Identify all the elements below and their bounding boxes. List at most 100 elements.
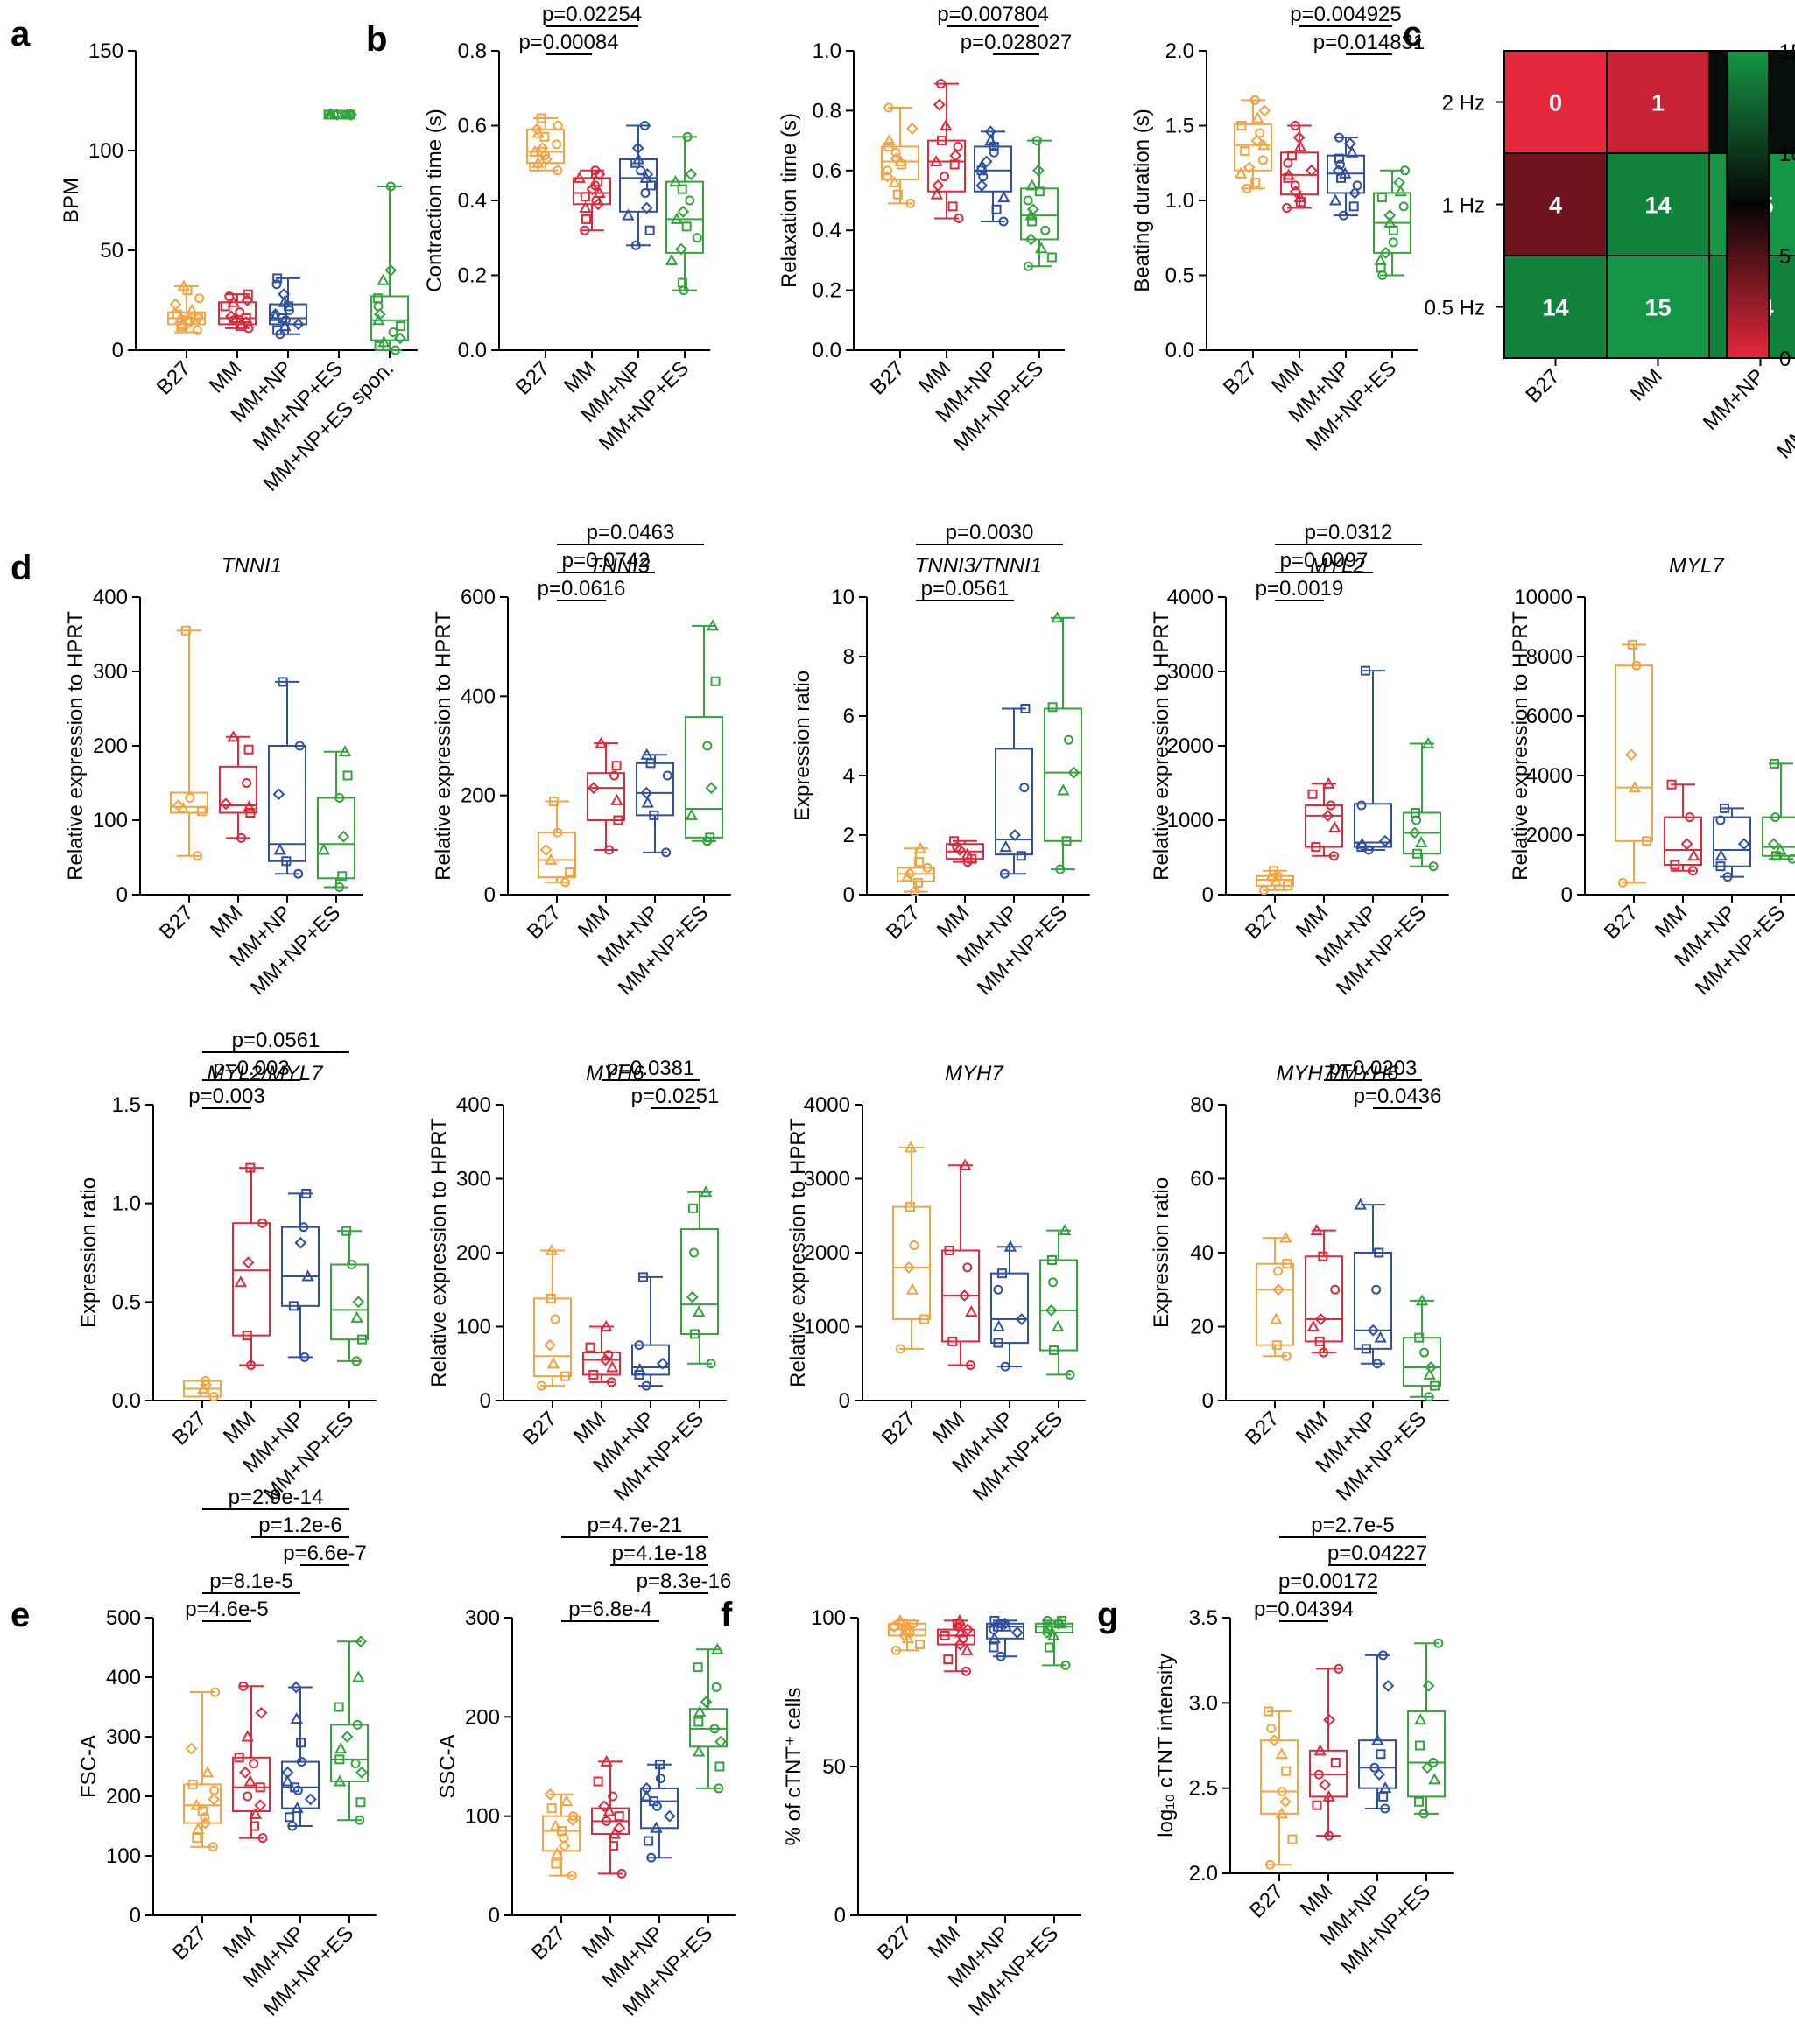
y-tick-label: 8000 (1526, 645, 1573, 669)
data-point (1330, 1284, 1341, 1295)
y-axis-label: Relative expression to HPRT (1150, 611, 1173, 881)
x-tick-label: B27 (152, 356, 195, 399)
data-point (978, 172, 989, 182)
data-point (962, 1262, 973, 1273)
data-point (1414, 1796, 1425, 1807)
data-point (670, 212, 684, 224)
data-point (1670, 860, 1680, 870)
y-axis-label: BPM (60, 178, 83, 223)
data-point (688, 1203, 699, 1213)
data-point (630, 240, 641, 250)
data-point (616, 1868, 627, 1879)
data-point (952, 842, 962, 853)
data-point (269, 308, 282, 320)
data-point (910, 887, 920, 897)
box (631, 1344, 670, 1376)
p-value-label: p=0.028027 (961, 31, 1072, 54)
data-point (199, 1816, 212, 1830)
data-point (227, 730, 240, 742)
data-point (255, 1782, 265, 1793)
y-tick-label: 200 (465, 1705, 500, 1729)
p-value-label: p=2.9e-14 (229, 1486, 324, 1509)
data-point (325, 108, 338, 120)
data-point (883, 165, 893, 176)
y-tick-label: 150 (88, 39, 123, 63)
data-point (384, 263, 398, 277)
x-tick-label: MM (1625, 364, 1666, 405)
data-point (1415, 835, 1428, 847)
y-tick-label: 0.6 (813, 159, 841, 183)
data-point (1047, 1254, 1058, 1265)
chart-b_relaxation: 0.0 0.2 0.4 0.6 0.8 1.0 Relaxation time (s) B27… (778, 3, 1072, 456)
chart-title: TNNI3/TNNI1 (915, 554, 1042, 578)
data-point (693, 1717, 704, 1727)
data-point (169, 298, 182, 311)
data-point (933, 98, 946, 111)
y-axis-label: Relative expression to HPRT (786, 1118, 810, 1387)
x-tick-label: B27 (1241, 1407, 1284, 1450)
x-tick-label: B27 (866, 356, 909, 399)
y-tick-label: 0 (489, 1904, 500, 1928)
data-point (1314, 1336, 1325, 1346)
data-point (677, 184, 687, 194)
y-axis-label: FSC-A (77, 1735, 101, 1798)
data-point (1428, 1773, 1441, 1785)
data-point (197, 1381, 210, 1394)
heatmap-cell (1606, 50, 1710, 154)
data-point (1628, 781, 1642, 793)
data-point (245, 1162, 256, 1173)
y-tick-label: 2.5 (1189, 1777, 1218, 1801)
data-point (881, 170, 894, 183)
y-tick-label: 0.0 (458, 339, 487, 362)
data-point (714, 1761, 725, 1772)
data-point (250, 1821, 260, 1831)
box (640, 1787, 679, 1830)
data-point (1282, 168, 1295, 180)
y-tick-label: 0 (1202, 883, 1214, 907)
data-point (1049, 1345, 1059, 1356)
data-point (634, 1340, 644, 1351)
data-point (669, 175, 682, 187)
data-point (681, 221, 692, 232)
data-point (1257, 155, 1268, 165)
box (990, 1272, 1029, 1345)
data-point (299, 1222, 309, 1233)
data-point (996, 1268, 1007, 1279)
heatmap-cell (1606, 152, 1710, 256)
heatmap-cell-value: 15 (1644, 295, 1671, 321)
y-tick-label: 0 (839, 1389, 850, 1413)
data-point (947, 201, 958, 212)
data-point (209, 1785, 220, 1795)
data-point (640, 201, 653, 214)
data-point (613, 1822, 626, 1835)
data-point (689, 1247, 700, 1258)
data-point (913, 841, 927, 853)
p-value-label: p=0.04227 (1327, 1542, 1427, 1565)
panel-letter-a: a (11, 15, 31, 53)
data-point (883, 102, 894, 113)
data-point (180, 625, 191, 636)
data-point (287, 1821, 298, 1831)
data-point (544, 1788, 557, 1801)
box (542, 1815, 581, 1852)
data-point (1255, 128, 1265, 138)
data-point (355, 1635, 368, 1648)
data-point (531, 123, 544, 136)
data-point (351, 1356, 362, 1366)
data-point (1016, 851, 1026, 861)
box (370, 295, 409, 341)
y-axis-label: Relative expression to HPRT (64, 611, 88, 881)
y-axis-label: % of cTNT⁺ cells (782, 1688, 806, 1846)
data-point (940, 118, 953, 130)
data-point (333, 1774, 347, 1787)
x-tick-label: B27 (511, 356, 554, 399)
data-point (1270, 1312, 1283, 1324)
data-point (192, 325, 202, 335)
box (1260, 1739, 1299, 1815)
data-point (281, 1766, 294, 1779)
data-point (558, 1839, 571, 1852)
data-point (587, 782, 600, 795)
data-point (1373, 1768, 1386, 1781)
